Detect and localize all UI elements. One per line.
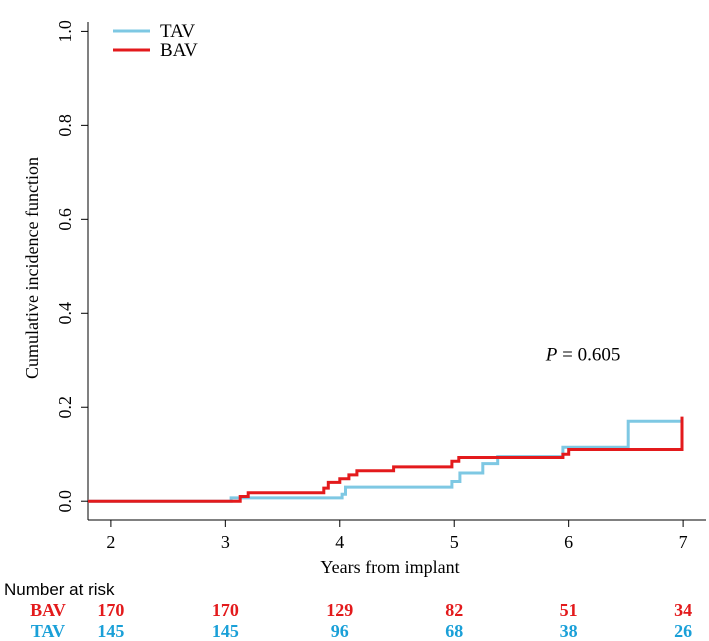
x-axis-label: Years from implant bbox=[320, 557, 459, 577]
x-tick-label: 7 bbox=[679, 532, 688, 552]
risk-value: 68 bbox=[445, 621, 463, 641]
y-ticks: 0.0 0.2 0.4 0.6 0.8 1.0 bbox=[55, 20, 88, 512]
risk-value: 82 bbox=[445, 600, 463, 620]
risk-value: 170 bbox=[212, 600, 239, 620]
risk-value: 145 bbox=[97, 621, 124, 641]
risk-value: 34 bbox=[674, 600, 692, 620]
x-ticks: 2 3 4 5 6 7 bbox=[106, 520, 688, 552]
p-value-symbol: P bbox=[545, 344, 558, 365]
y-axis-label: Cumulative incidence function bbox=[22, 157, 42, 379]
risk-table-header: Number at risk bbox=[4, 580, 115, 599]
risk-value: 51 bbox=[560, 600, 578, 620]
x-tick-label: 2 bbox=[106, 532, 115, 552]
risk-value: 96 bbox=[331, 621, 349, 641]
series-line-tav bbox=[88, 419, 684, 503]
risk-value: 145 bbox=[212, 621, 239, 641]
x-tick-label: 6 bbox=[564, 532, 573, 552]
x-tick-label: 3 bbox=[221, 532, 230, 552]
risk-row-label-bav: BAV bbox=[30, 600, 66, 620]
p-value-text: = 0.605 bbox=[557, 344, 620, 365]
p-value-annotation: P = 0.605 bbox=[545, 344, 621, 365]
axes bbox=[87, 22, 706, 521]
x-tick-label: 4 bbox=[335, 532, 344, 552]
y-tick-label: 1.0 bbox=[55, 20, 75, 42]
legend-label-bav: BAV bbox=[160, 40, 198, 61]
legend: TAV BAV bbox=[113, 21, 198, 61]
y-tick-label: 0.6 bbox=[55, 208, 75, 231]
y-tick-label: 0.0 bbox=[55, 490, 75, 512]
legend-label-tav: TAV bbox=[160, 21, 195, 42]
risk-value: 26 bbox=[674, 621, 692, 641]
y-tick-label: 0.2 bbox=[55, 396, 75, 419]
risk-table: BAV 170 170 129 82 51 34 TAV 145 145 96 68 38 26 bbox=[30, 600, 692, 641]
y-tick-label: 0.4 bbox=[55, 302, 75, 325]
series-line-bav bbox=[88, 416, 684, 503]
risk-row-label-tav: TAV bbox=[31, 621, 65, 641]
x-tick-label: 5 bbox=[450, 532, 459, 552]
risk-value: 38 bbox=[560, 621, 578, 641]
risk-value: 170 bbox=[97, 600, 124, 620]
y-tick-label: 0.8 bbox=[55, 114, 75, 137]
series-lines bbox=[88, 416, 684, 503]
risk-value: 129 bbox=[326, 600, 353, 620]
